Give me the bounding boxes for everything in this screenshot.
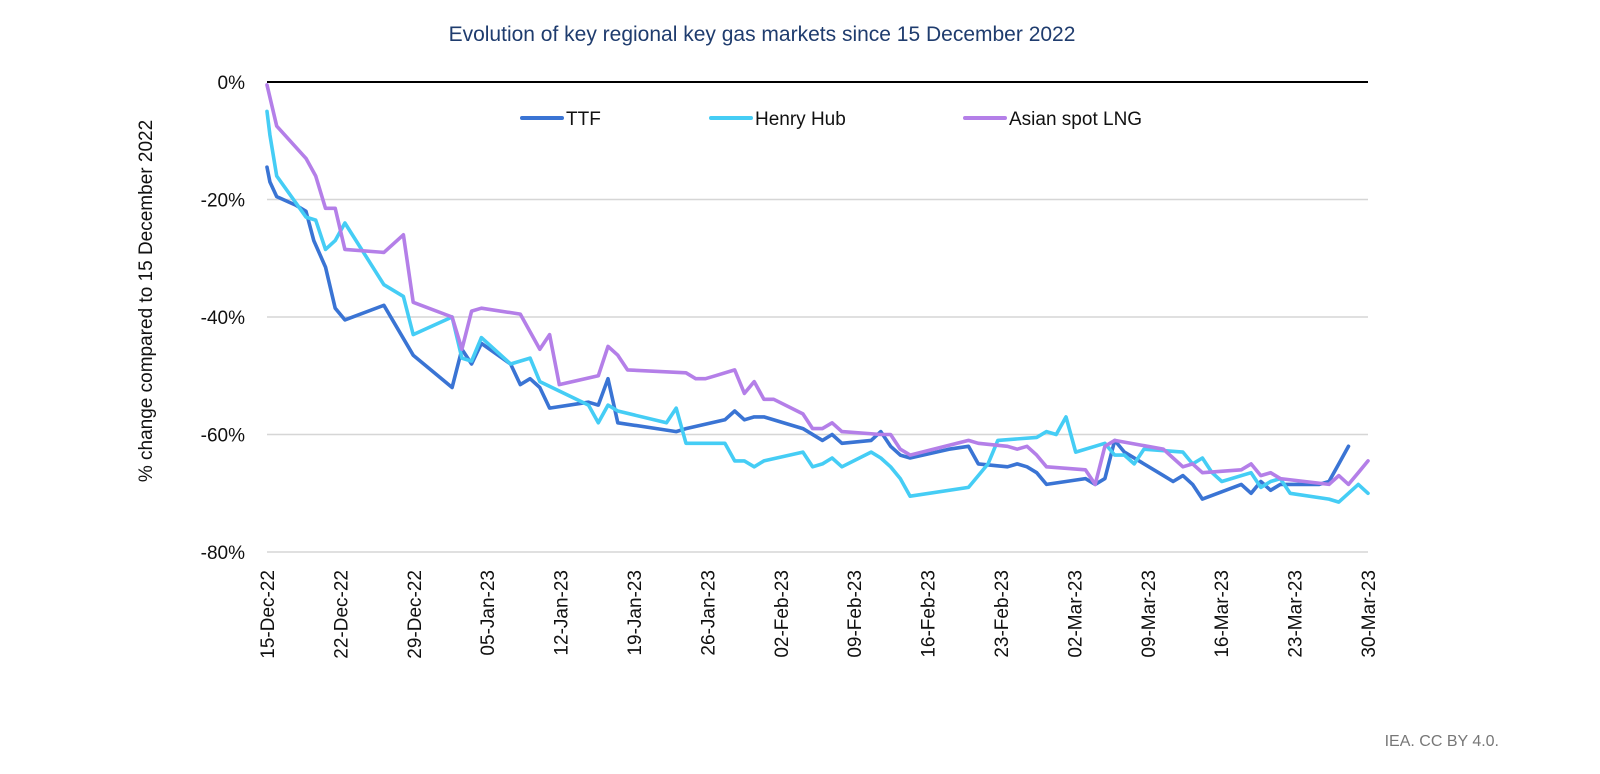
chart-title: Evolution of key regional key gas market… [449, 23, 1076, 46]
y-tick-label: -80% [201, 543, 245, 564]
y-tick-label: 0% [218, 73, 246, 94]
y-tick-label: -40% [201, 308, 245, 329]
legend: TTF Henry Hub Asian spot LNG [520, 109, 1142, 130]
x-tick-label: 16-Mar-23 [1212, 570, 1233, 658]
x-tick-label: 02-Feb-23 [772, 570, 793, 658]
y-tick-label: -60% [201, 426, 245, 447]
x-tick-label: 15-Dec-22 [258, 570, 279, 659]
legend-label: TTF [566, 109, 601, 130]
legend-label: Asian spot LNG [1009, 109, 1142, 130]
x-tick-label: 26-Jan-23 [698, 570, 719, 656]
x-tick-label: 12-Jan-23 [552, 570, 573, 656]
series-line-ttf [265, 165, 1351, 501]
source-credit: IEA. CC BY 4.0. [1385, 733, 1499, 750]
x-tick-label: 09-Feb-23 [845, 570, 866, 658]
y-tick-labels: 0% -20% -40% -60% -80% [201, 73, 245, 564]
x-tick-label: 29-Dec-22 [405, 570, 426, 659]
x-tick-label: 30-Mar-23 [1359, 570, 1380, 658]
x-tick-label: 02-Mar-23 [1065, 570, 1086, 658]
legend-item-asian-spot-lng: Asian spot LNG [963, 109, 1142, 130]
x-tick-labels: 15-Dec-22 22-Dec-22 29-Dec-22 05-Jan-23 12-J… [258, 570, 1380, 659]
series-line-asian-spot-lng [265, 83, 1370, 487]
x-tick-label: 19-Jan-23 [625, 570, 646, 656]
legend-item-ttf: TTF [520, 109, 601, 130]
x-tick-label: 09-Mar-23 [1139, 570, 1160, 658]
x-tick-label: 22-Dec-22 [331, 570, 352, 659]
x-tick-label: 23-Mar-23 [1286, 570, 1307, 658]
x-tick-label: 05-Jan-23 [478, 570, 499, 656]
series-line-henry-hub [265, 109, 1370, 504]
y-tick-label: -20% [201, 191, 245, 212]
legend-item-henry-hub: Henry Hub [709, 109, 846, 130]
gridlines [267, 81, 1368, 553]
series-lines [265, 83, 1370, 504]
x-tick-label: 23-Feb-23 [992, 570, 1013, 658]
legend-label: Henry Hub [755, 109, 846, 130]
y-axis-label: % change compared to 15 December 2022 [136, 120, 157, 482]
x-tick-label: 16-Feb-23 [919, 570, 940, 658]
